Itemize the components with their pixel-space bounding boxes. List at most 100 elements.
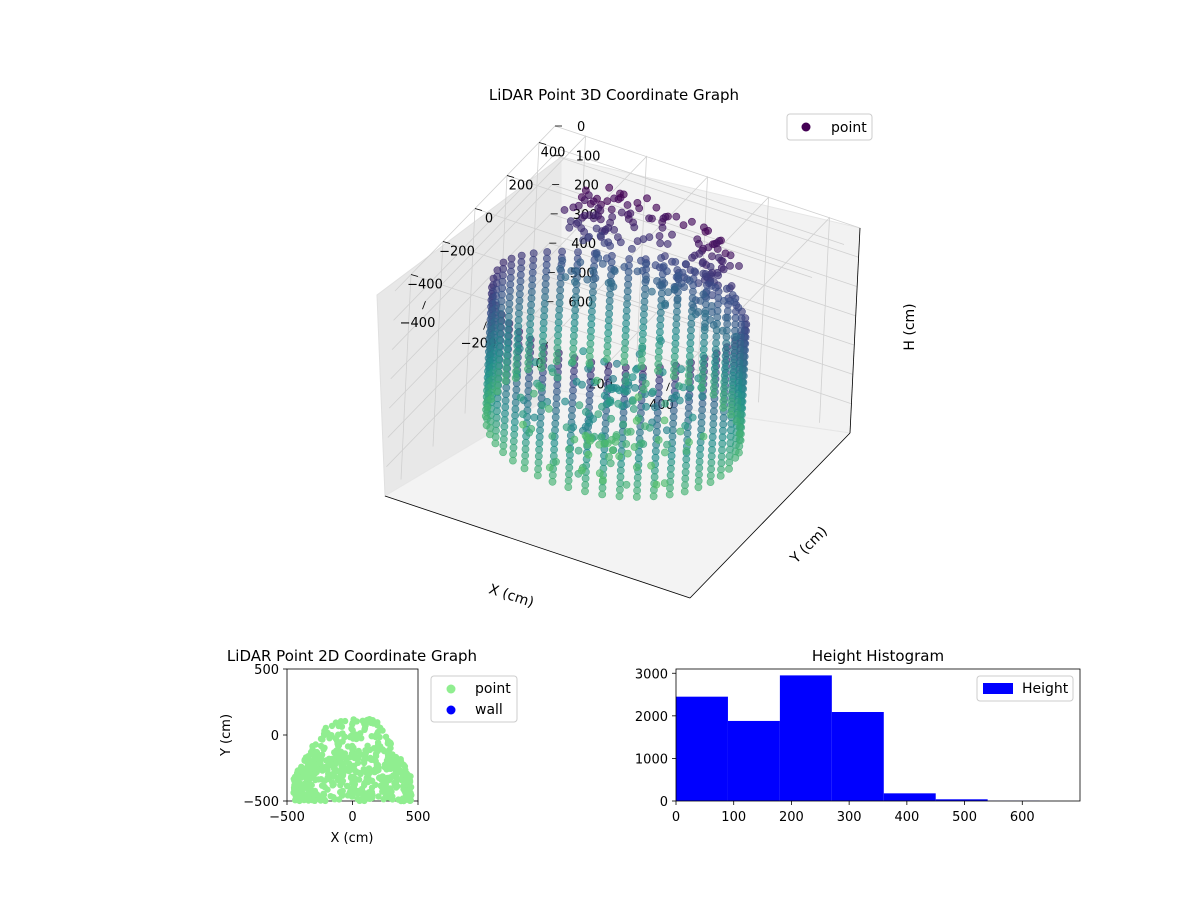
scatter-3d-point <box>655 334 664 343</box>
scatter-3d-point <box>582 407 590 416</box>
scatter-3d-point <box>641 379 650 388</box>
scatter-2d-point <box>367 719 375 727</box>
scatter-3d-point <box>509 443 518 452</box>
scatter-2d-point <box>307 765 314 772</box>
scatter-3d-point <box>669 413 678 422</box>
legend-2d: point wall <box>430 675 518 723</box>
histogram-y-tick-label: 2000 <box>635 710 668 725</box>
scatter-3d-point <box>643 194 651 203</box>
scatter-3d-point <box>496 322 505 331</box>
scatter-3d-point <box>645 214 653 223</box>
scatter-2d-point <box>300 791 308 798</box>
scatter-3d-point <box>657 289 666 298</box>
scatter-3d-point <box>710 384 718 393</box>
scatter-3d-point <box>496 316 505 325</box>
scatter-3d-point <box>719 265 728 274</box>
scatter-3d-point <box>525 374 533 383</box>
legend-3d-label-point: point <box>831 120 867 136</box>
scatter-3d-point <box>592 250 601 259</box>
scatter-2d-point <box>352 752 359 760</box>
scatter-3d-point <box>630 223 639 232</box>
scatter-3d-point <box>606 459 615 468</box>
legend-histogram-box <box>976 675 1074 702</box>
scatter-3d-point <box>707 452 716 461</box>
scatter-2d-point <box>313 791 321 798</box>
scatter-3d-point <box>498 271 507 280</box>
scatter-3d-point <box>576 258 585 267</box>
scatter-3d-point <box>585 352 594 361</box>
scatter-3d-point <box>572 377 581 386</box>
scatter-3d-point <box>726 251 735 260</box>
scatter-2d-point <box>324 766 331 774</box>
scatter-3d-point <box>515 309 523 318</box>
y-axis-label-2d: Y (cm) <box>219 714 234 757</box>
histogram-ticks: 0 100 200 300 400 500 600 0 1000 2000 3000 <box>635 667 1035 825</box>
scatter-3d-point <box>659 214 668 223</box>
scatter-3d-point <box>569 203 578 212</box>
scatter-3d-point <box>677 365 685 374</box>
scatter-3d-point <box>607 205 616 214</box>
histogram-bar <box>831 712 884 801</box>
scatter-3d-point <box>526 326 534 335</box>
scatter-3d-point <box>674 271 682 280</box>
scatter-3d-point <box>698 377 707 386</box>
scatter-3d-point <box>731 313 740 322</box>
scatter-3d-point <box>585 359 594 367</box>
scatter-3d-point <box>697 418 706 427</box>
scatter-3d-point <box>623 287 632 296</box>
scatter-3d-point <box>565 463 574 472</box>
scatter-2d-point <box>301 757 308 764</box>
scatter-3d-point <box>509 456 517 465</box>
scatter-3d-point <box>699 269 708 278</box>
scatter-2d-point <box>376 733 383 741</box>
scatter-3d-point <box>680 487 689 496</box>
scatter-2d-point <box>328 755 336 763</box>
legend-2d-marker-wall <box>446 705 456 715</box>
scatter-3d-point <box>574 248 582 256</box>
scatter-3d-point <box>621 332 630 341</box>
scatter-3d-point <box>712 332 721 341</box>
scatter-3d-point <box>640 310 648 319</box>
scatter-2d-point <box>354 731 361 738</box>
scatter-3d-point <box>667 458 676 467</box>
scatter-3d-point <box>623 293 632 302</box>
scatter-2d-point <box>351 788 358 796</box>
scatter-3d-point <box>723 320 732 328</box>
scatter-3d-point <box>538 338 547 347</box>
scatter-3d-point <box>512 385 521 394</box>
scatter-3d-point <box>571 277 579 286</box>
scatter-3d-point <box>539 325 548 334</box>
scatter-2d-point <box>353 718 360 725</box>
scatter-3d-point <box>693 235 702 244</box>
chart-3d-title: LiDAR Point 3D Coordinate Graph <box>489 86 739 104</box>
scatter-2d-point <box>372 766 379 773</box>
scatter-3d-point <box>512 367 520 376</box>
scatter-3d-point <box>519 420 527 429</box>
scatter-2d-point <box>390 772 397 779</box>
scatter-3d-point <box>586 371 595 380</box>
scatter-3d-point <box>608 446 617 454</box>
chart-2d-title: LiDAR Point 2D Coordinate Graph <box>227 647 477 665</box>
scatter-3d-point <box>706 478 715 486</box>
scatter-3d-point <box>541 280 550 289</box>
scatter-3d-point <box>671 258 680 266</box>
scatter-3d-point <box>579 347 588 356</box>
scatter-3d-point <box>728 291 737 299</box>
scatter-2d-point <box>324 729 331 737</box>
scatter-3d-point <box>553 381 562 389</box>
scatter-3d-point <box>605 303 614 312</box>
scatter-3d-point <box>622 440 631 448</box>
scatter-2d-point <box>322 724 329 732</box>
scatter-3d-point <box>616 189 624 198</box>
scatter-2d-point <box>298 763 305 770</box>
scatter-2d-point <box>375 793 382 800</box>
scatter-3d-point <box>621 387 630 396</box>
scatter-3d-point <box>516 277 525 286</box>
scatter-3d-point <box>639 235 648 243</box>
legend-histogram-label: Height <box>1022 681 1069 697</box>
scatter-3d-point <box>553 350 561 359</box>
scatter-3d-point <box>684 377 693 386</box>
scatter-3d-point <box>637 362 646 370</box>
scatter-3d-point <box>653 277 661 285</box>
scatter-3d-point <box>589 197 598 206</box>
